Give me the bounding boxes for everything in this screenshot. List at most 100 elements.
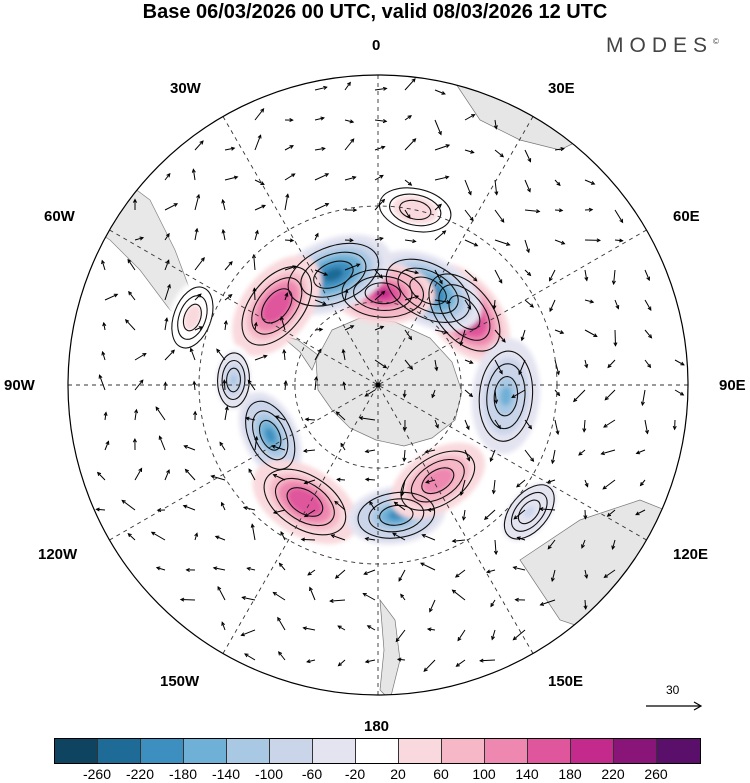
wind-vector-head: [358, 416, 364, 421]
wind-vector-head: [98, 374, 103, 379]
wind-vector: [491, 479, 496, 495]
wind-vector-shaft: [224, 406, 228, 421]
wind-vector: [307, 569, 316, 576]
wind-vector-head: [221, 198, 226, 204]
wind-vector: [404, 269, 420, 275]
wind-vector: [434, 175, 450, 181]
wind-vector-head: [465, 425, 470, 431]
wind-vector-head: [640, 401, 645, 407]
anomaly-level: [429, 474, 446, 488]
wind-vector-shaft: [493, 479, 496, 494]
wind-vector: [635, 509, 646, 516]
wind-vector: [164, 203, 179, 211]
wind-vector-head: [341, 348, 346, 354]
anomaly-level: [500, 386, 512, 406]
wind-vector-head: [596, 238, 602, 243]
wind-vector-shaft: [513, 629, 526, 641]
wind-vector-head: [492, 305, 497, 310]
wind-vector: [158, 435, 166, 451]
wind-vector: [101, 259, 106, 271]
wind-vector-shaft: [374, 269, 383, 279]
reference-vector-label: 30: [666, 683, 680, 697]
wind-vector-head: [300, 537, 306, 542]
wind-vector-shaft: [277, 617, 286, 631]
colorbar-tick-label: 220: [601, 766, 625, 782]
wind-vector-shaft: [342, 349, 346, 361]
wind-vector: [672, 419, 677, 431]
wind-vector-shaft: [314, 86, 327, 91]
wind-vector: [364, 449, 376, 454]
wind-vector: [280, 531, 286, 541]
wind-vector: [224, 175, 239, 181]
colorbar-swatch: [270, 739, 313, 763]
wind-vector-shaft: [254, 108, 264, 121]
wind-vector-shaft: [344, 289, 348, 301]
wind-vector-head: [381, 198, 386, 203]
wind-vector-shaft: [584, 479, 589, 487]
wind-vector-head: [138, 467, 143, 473]
wind-vector-shaft: [314, 147, 325, 151]
wind-vector-head: [289, 118, 294, 123]
wind-vector-shaft: [524, 299, 534, 308]
wind-vector-shaft: [344, 325, 354, 331]
wind-vector: [402, 449, 407, 463]
wind-vector-head: [191, 168, 196, 173]
wind-vector-head: [198, 326, 204, 330]
wind-vector-shaft: [374, 326, 384, 331]
wind-vector: [341, 348, 346, 361]
wind-vector-head: [289, 145, 294, 149]
isoline: [245, 400, 296, 470]
wind-vector: [155, 406, 166, 421]
wind-vector: [483, 509, 496, 521]
wind-vector-shaft: [460, 479, 466, 496]
wind-vector-head: [101, 350, 106, 356]
wind-vector-shaft: [484, 509, 496, 520]
wind-vector-head: [635, 511, 640, 516]
colorbar-swatch: [614, 739, 657, 763]
wind-vector-shaft: [427, 628, 436, 631]
wind-vector: [334, 500, 346, 511]
lon-label-30e: 30E: [548, 80, 575, 97]
wind-vector: [554, 239, 566, 245]
wind-vector: [424, 449, 436, 454]
wind-vector: [314, 299, 327, 306]
wind-vector-head: [337, 625, 342, 630]
wind-vector-head: [197, 293, 202, 298]
wind-vector-head: [604, 396, 609, 401]
wind-vector-shaft: [134, 237, 144, 241]
wind-vector-head: [584, 276, 589, 282]
wind-vector-shaft: [155, 406, 166, 421]
wind-vector-head: [182, 504, 188, 509]
wind-vector-shaft: [244, 653, 256, 661]
wind-vector-head: [369, 500, 374, 506]
wind-vector-head: [263, 354, 268, 359]
wind-vector-head: [402, 457, 407, 463]
wind-vector-head: [411, 78, 416, 83]
colorbar: [54, 738, 701, 764]
wind-vector-shaft: [194, 326, 203, 331]
wind-vector-head: [451, 589, 457, 594]
wind-vector: [549, 299, 556, 313]
wind-vector-shaft: [151, 531, 166, 541]
colorbar-swatch: [442, 739, 485, 763]
wind-vector: [603, 419, 616, 428]
wind-vector: [314, 85, 328, 91]
wind-vector-head: [639, 481, 644, 487]
wind-vector-head: [189, 347, 194, 353]
anomaly-level: [323, 268, 344, 282]
wind-vector: [246, 566, 256, 571]
wind-vector: [272, 591, 286, 601]
wind-vector: [464, 114, 476, 121]
wind-vector: [434, 329, 449, 334]
wind-vector: [581, 539, 586, 549]
wind-vector-shaft: [254, 355, 267, 361]
wind-vector-shaft: [128, 291, 136, 301]
wind-vector-shaft: [331, 534, 346, 541]
wind-vector-shaft: [271, 445, 286, 451]
wind-vector-shaft: [494, 269, 503, 284]
wind-vector-shaft: [254, 436, 258, 451]
wind-vector-head: [583, 515, 588, 520]
wind-vector-shaft: [367, 625, 376, 631]
wind-vector-head: [451, 538, 457, 543]
